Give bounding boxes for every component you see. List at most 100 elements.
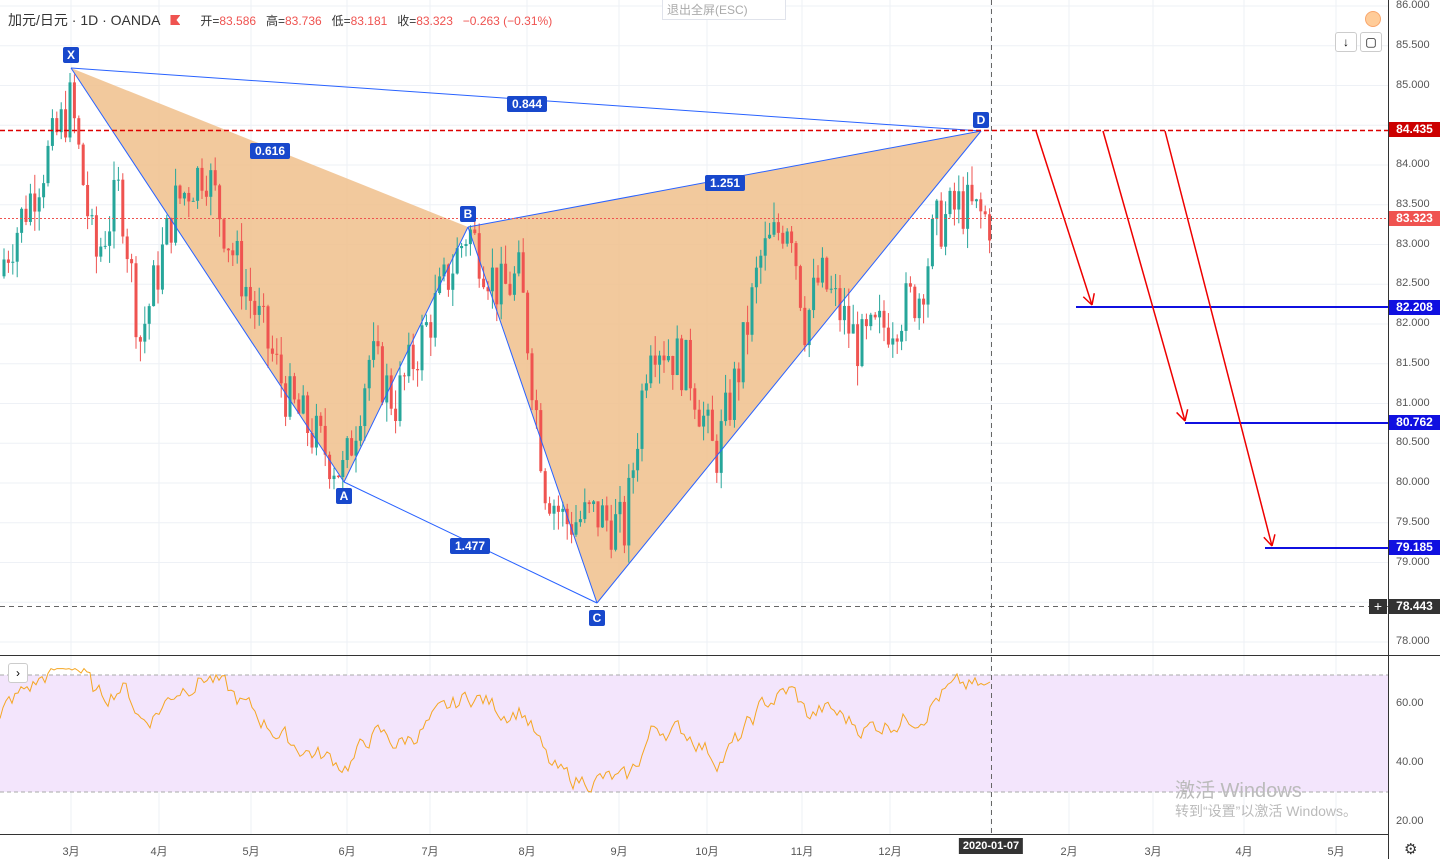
candle-body — [583, 502, 587, 520]
point-label-x-bg — [63, 47, 79, 63]
candle-body — [979, 199, 983, 212]
candle-body — [103, 245, 107, 247]
candle-body — [781, 232, 785, 244]
point-label-a-bg — [336, 488, 352, 504]
candle-body — [24, 208, 28, 222]
fullscreen-button[interactable]: ▢ — [1360, 32, 1382, 52]
candle-body — [328, 454, 332, 480]
exit-fullscreen-button[interactable]: 退出全屏(ESC) — [662, 0, 786, 20]
candle-body — [240, 240, 244, 297]
candle-body — [790, 231, 794, 244]
candle-body — [460, 246, 464, 249]
candle-body — [116, 179, 120, 181]
candle-body — [442, 264, 446, 277]
candle-body — [952, 190, 956, 210]
candle-body — [530, 353, 534, 401]
candle-body — [587, 502, 591, 505]
symbol-title[interactable]: 加元/日元 · 1D · OANDA — [8, 12, 161, 28]
flag-icon[interactable] — [170, 15, 181, 25]
arrow-head-icon — [1091, 293, 1095, 306]
scroll-down-button[interactable]: ↓ — [1335, 32, 1357, 52]
time-tick: 5月 — [242, 846, 260, 858]
candle-body — [750, 287, 754, 335]
candle-body — [178, 185, 182, 199]
candle-body — [169, 218, 173, 243]
candle-body — [72, 82, 76, 119]
candle-body — [957, 191, 961, 210]
candle-body — [15, 232, 19, 262]
candle-body — [174, 185, 178, 243]
candle-body — [323, 425, 327, 455]
candle-body — [218, 185, 222, 220]
candle-body — [108, 231, 112, 246]
time-tick: 9月 — [610, 846, 628, 858]
settings-gear-icon[interactable]: ⚙ — [1404, 841, 1418, 858]
candle-body — [420, 325, 424, 371]
candle-body — [130, 259, 134, 264]
d-level-price-label: 84.435 — [1389, 122, 1440, 137]
candle-body — [658, 355, 662, 365]
candle-body — [257, 305, 261, 315]
arrow-down-icon: ↓ — [1343, 35, 1349, 49]
point-label-d-bg — [973, 112, 989, 128]
candle-body — [873, 314, 877, 318]
candle-body — [42, 183, 46, 198]
candle-body — [548, 503, 552, 514]
candle-body — [398, 375, 402, 422]
candle-body — [974, 199, 978, 202]
pattern-bcd — [468, 131, 981, 603]
candle-body — [649, 355, 653, 384]
alert-icon[interactable] — [1365, 11, 1381, 27]
candle-body — [785, 231, 789, 244]
candle-body — [926, 266, 930, 305]
target-arrow-1 — [1035, 130, 1093, 306]
candle-body — [468, 229, 472, 245]
candle-body — [622, 501, 626, 546]
candle-body — [737, 368, 741, 383]
candle-body — [561, 508, 565, 512]
candle-body — [891, 338, 895, 345]
price-tick: 81.500 — [1396, 356, 1430, 369]
candle-body — [715, 440, 719, 473]
candle-body — [77, 118, 81, 145]
candle-body — [851, 324, 855, 334]
candle-body — [262, 305, 266, 307]
candle-body — [794, 243, 798, 267]
candle-body — [653, 355, 657, 365]
windows-activation-text: 转到“设置”以激活 Windows。 — [1175, 803, 1358, 819]
expand-indicators-button[interactable]: › — [8, 663, 28, 683]
time-tick: 2月 — [1060, 846, 1078, 858]
chevron-right-icon: › — [16, 666, 20, 680]
candle-body — [988, 214, 992, 241]
candle-body — [900, 330, 904, 342]
candle-body — [226, 248, 230, 251]
add-plus-button[interactable]: + — [1369, 599, 1387, 614]
price-tick: 78.000 — [1396, 635, 1430, 647]
candle-body — [455, 248, 459, 274]
candle-body — [499, 263, 503, 305]
candle-body — [922, 298, 926, 305]
candle-body — [776, 222, 780, 233]
candle-body — [464, 244, 468, 247]
candle-body — [37, 197, 41, 212]
candle-body — [803, 307, 807, 346]
candle-body — [292, 376, 296, 400]
candle-body — [746, 322, 750, 335]
candle-body — [363, 388, 367, 427]
price-tick: 80.000 — [1396, 476, 1430, 488]
candle-body — [336, 475, 340, 478]
candle-body — [156, 265, 160, 290]
candle-body — [297, 399, 301, 414]
candle-body — [165, 218, 169, 245]
rsi-tick: 20.00 — [1396, 815, 1424, 827]
candle-body — [834, 288, 838, 290]
close-value: 83.323 — [416, 14, 453, 28]
candle-body — [618, 501, 622, 515]
candle-body — [90, 215, 94, 217]
candle-body — [187, 192, 191, 202]
candle-body — [416, 369, 420, 371]
pattern-leg-BC — [467, 226, 598, 604]
candle-body — [147, 306, 151, 324]
candle-body — [895, 338, 899, 342]
